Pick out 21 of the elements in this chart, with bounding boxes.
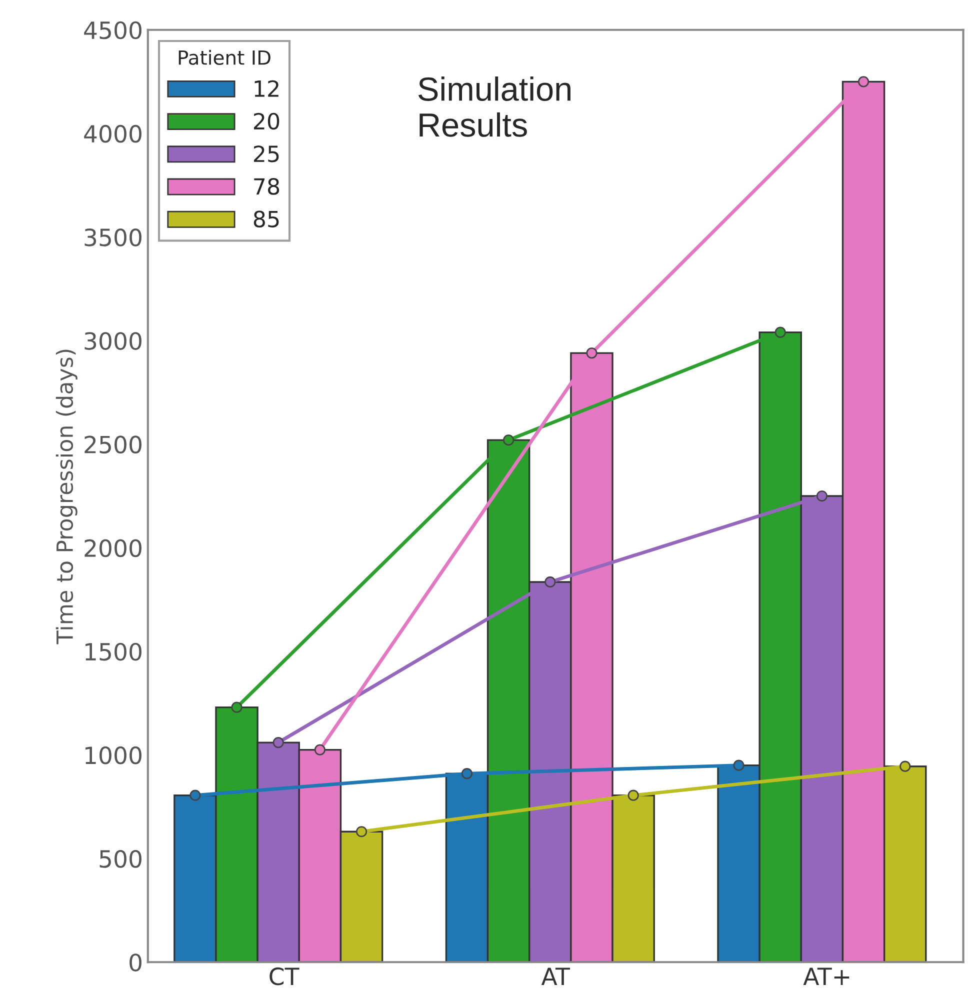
y-axis-title: Time to Progression (days) [56, 350, 78, 644]
legend-label: 78 [254, 178, 280, 195]
legend-label: 20 [254, 112, 280, 130]
y-tick-label: 2500 [84, 436, 142, 454]
y-tick-label: 3000 [84, 332, 142, 350]
x-tick-label: CT [270, 967, 300, 986]
y-tick-label: 500 [100, 850, 142, 868]
x-tick-label: AT [541, 968, 570, 985]
legend-label: 12 [254, 80, 278, 97]
y-tick-label: 1000 [86, 746, 142, 764]
y-tick-label: 0 [130, 954, 142, 972]
y-tick-label: 1500 [86, 642, 142, 661]
annotation: Simulation Results [418, 76, 570, 137]
y-tick-label: 4500 [84, 21, 142, 40]
y-tick-label: 2000 [84, 539, 142, 558]
legend-title: Patient ID [178, 50, 270, 65]
y-tick-label: 3500 [84, 228, 142, 246]
x-tick-label: AT+ [803, 968, 850, 985]
y-tick-label: 4000 [84, 124, 142, 143]
legend-label: 25 [254, 145, 279, 162]
legend-label: 85 [254, 210, 279, 228]
